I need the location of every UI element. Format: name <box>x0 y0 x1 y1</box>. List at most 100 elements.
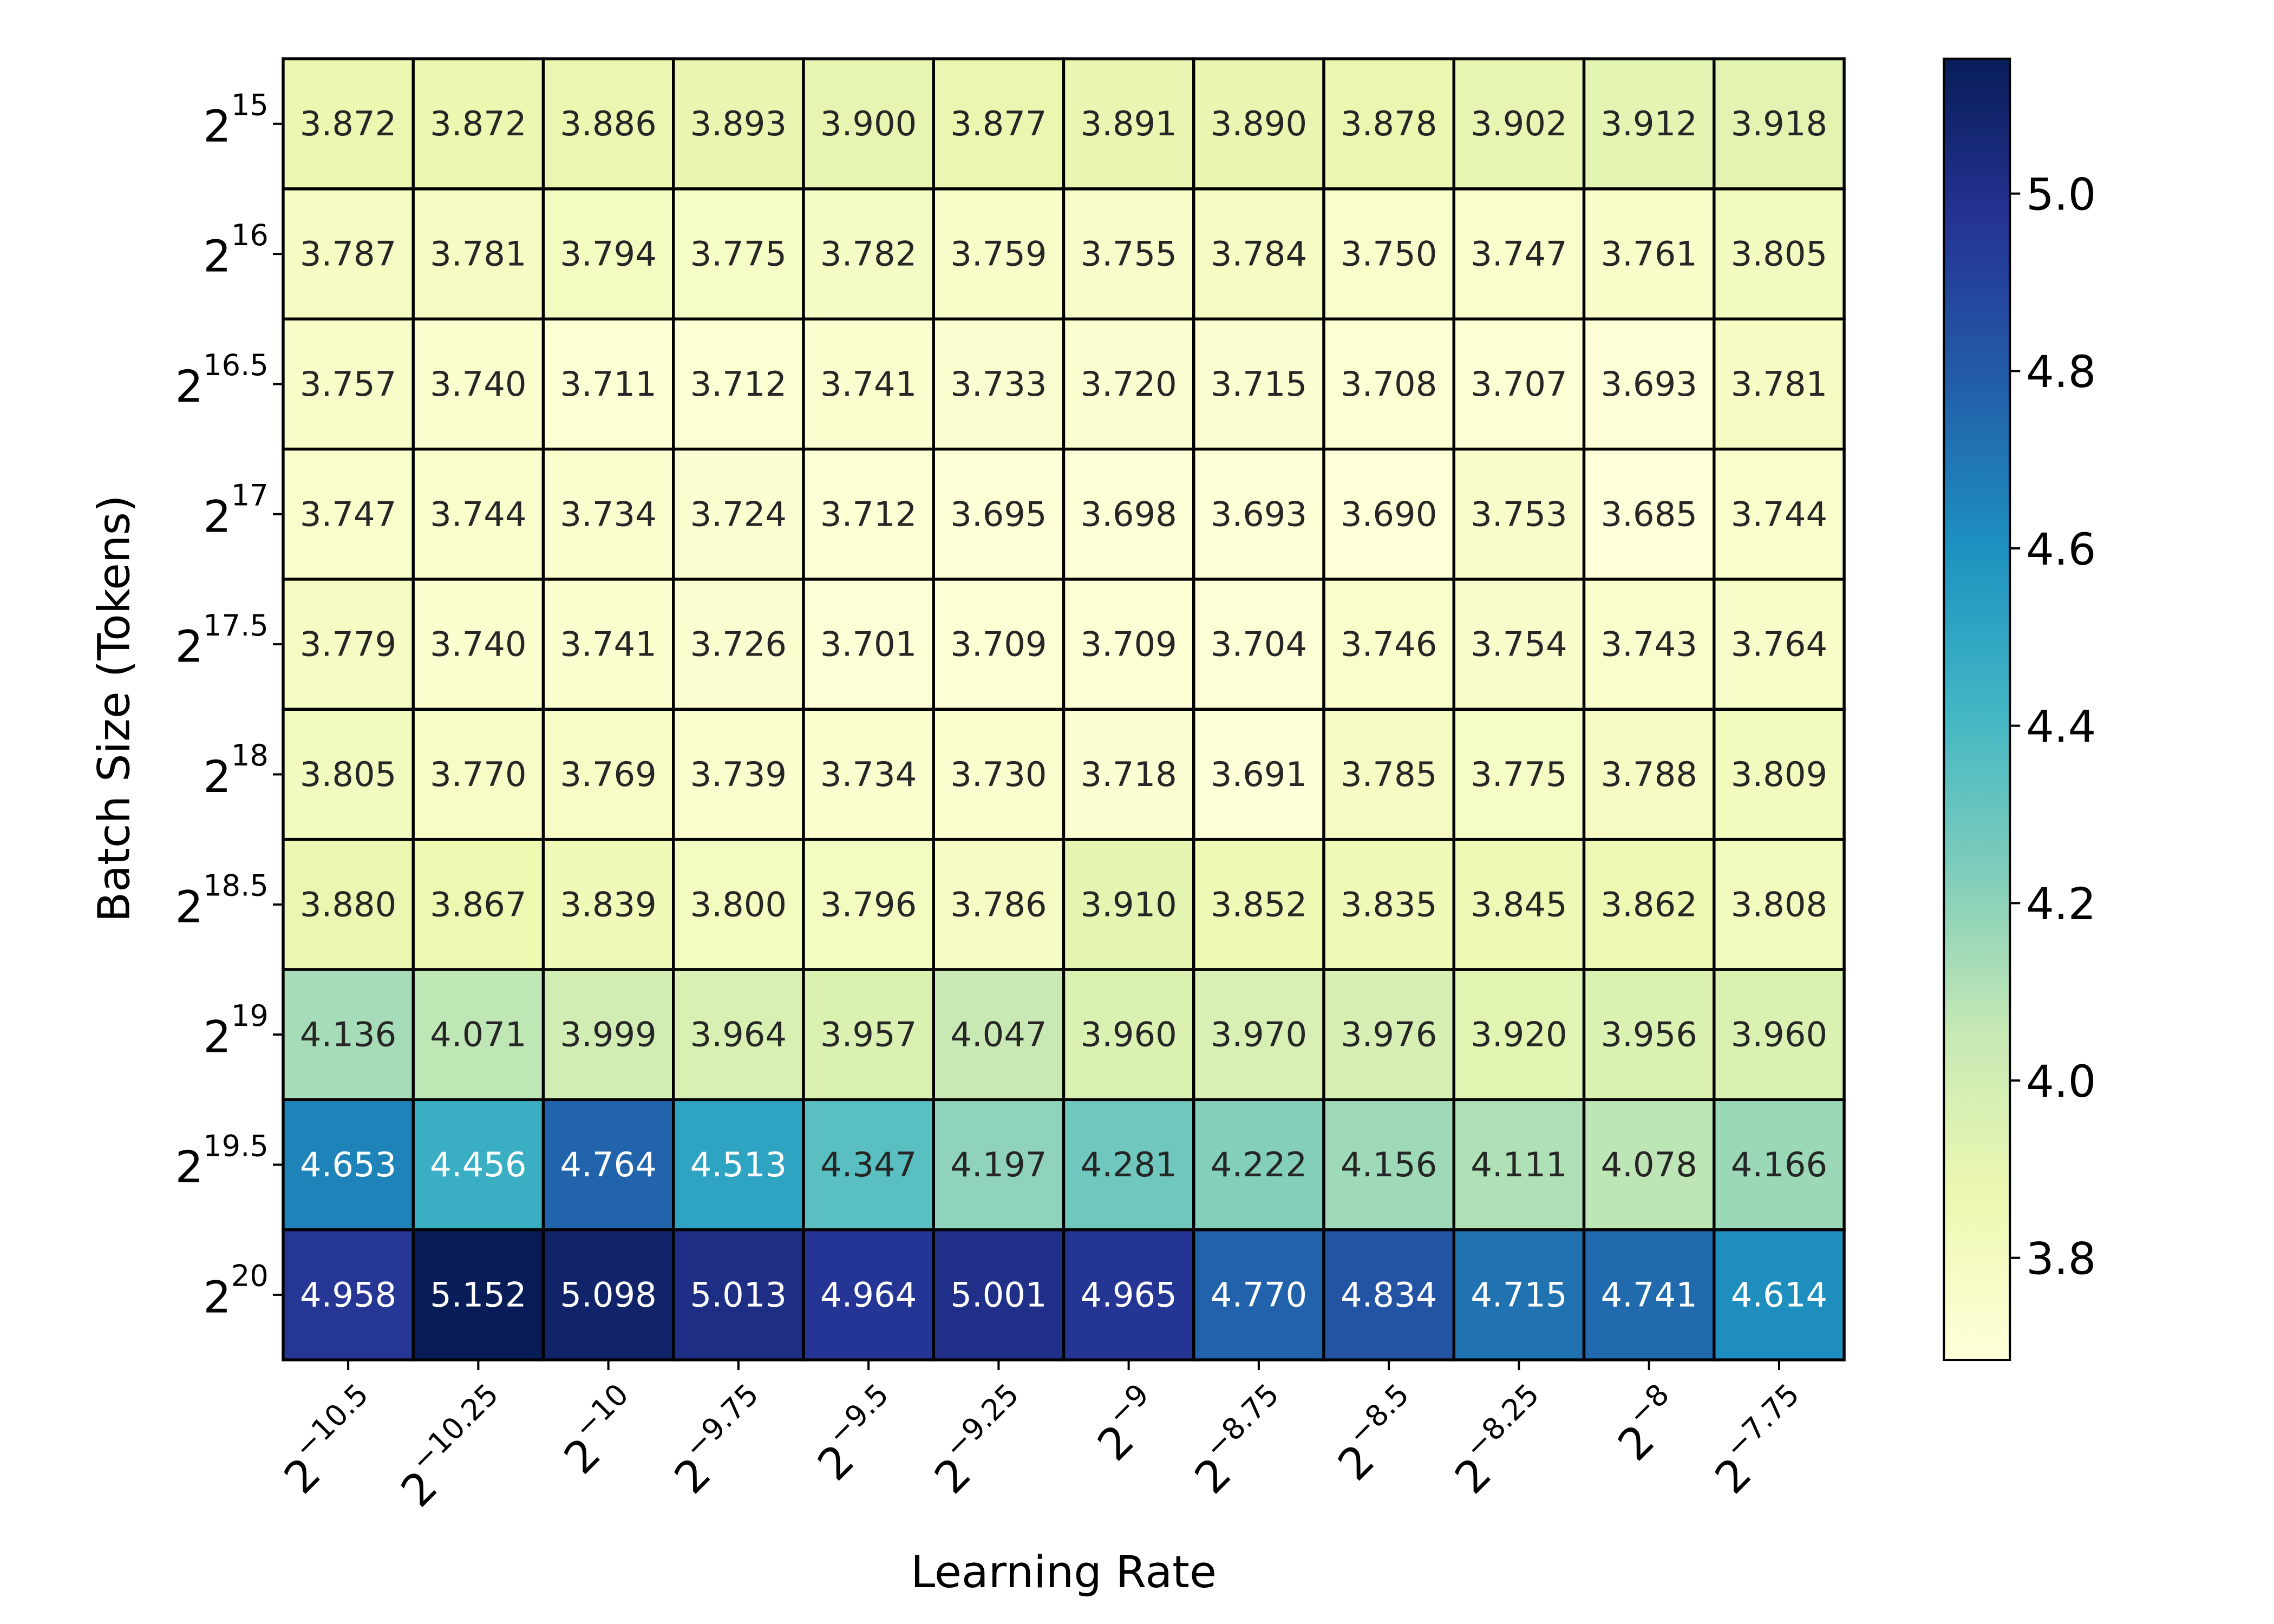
heatmap-cell <box>1062 708 1195 841</box>
cell-value-label: 3.734 <box>820 755 917 794</box>
cell-value-label: 3.761 <box>1600 234 1697 274</box>
x-axis-ticks: 2−10.52−10.25 2−102−9.75 2−9.52−9.25 2−92−8… <box>275 1360 1825 1517</box>
heatmap-cell <box>1322 837 1455 971</box>
heatmap-cell <box>1713 187 1846 320</box>
heatmap-cell <box>932 578 1066 711</box>
x-tick-label: 2−9.5 <box>801 1377 914 1491</box>
heatmap-cell <box>1452 708 1586 841</box>
cell-value-label: 3.893 <box>690 104 787 143</box>
heatmap-cell <box>411 1228 545 1361</box>
cell-value-label: 3.900 <box>820 104 917 143</box>
cell-value-label: 3.852 <box>1211 885 1307 924</box>
heatmap-cell <box>1582 1098 1716 1232</box>
cell-value-label: 3.839 <box>560 885 656 924</box>
heatmap-cell <box>932 57 1066 191</box>
cell-value-label: 3.785 <box>1341 755 1437 794</box>
cell-value-label: 3.754 <box>1471 625 1567 664</box>
cell-value-label: 3.877 <box>950 104 1047 143</box>
x-tick-label: 2−7.75 <box>1698 1377 1825 1504</box>
heatmap-cell <box>1582 1228 1716 1361</box>
cell-value-label: 4.111 <box>1471 1145 1567 1184</box>
heatmap-cell <box>1062 317 1195 451</box>
heatmap-cell <box>1192 187 1325 320</box>
y-tick-label: 219.5 <box>175 1129 268 1193</box>
heatmap-cell <box>672 1098 805 1232</box>
heatmap-cell <box>411 57 545 191</box>
cell-value-label: 3.707 <box>1471 364 1567 404</box>
heatmap-cell <box>1062 447 1195 581</box>
heatmap-cell <box>672 968 805 1102</box>
cell-value-label: 3.724 <box>690 494 787 534</box>
cell-value-label: 3.740 <box>430 625 526 664</box>
cell-value-label: 3.902 <box>1471 104 1567 143</box>
cell-value-label: 3.782 <box>820 234 917 274</box>
cell-value-label: 3.690 <box>1341 494 1437 534</box>
cell-value-label: 4.047 <box>950 1015 1047 1055</box>
cell-value-label: 4.456 <box>430 1145 526 1184</box>
colorbar-gradient <box>1943 57 2011 1361</box>
heatmap-cell <box>1452 447 1586 581</box>
cell-value-label: 3.698 <box>1080 494 1177 534</box>
x-tick-label: 2−8.25 <box>1438 1377 1565 1504</box>
cell-value-label: 4.834 <box>1341 1275 1437 1314</box>
cell-value-label: 4.281 <box>1080 1145 1177 1184</box>
cell-value-label: 3.769 <box>560 755 656 794</box>
y-axis-label: Batch Size (Tokens) <box>89 495 140 922</box>
heatmap-cell <box>282 708 415 841</box>
x-tick-label: 2−8.75 <box>1178 1377 1305 1504</box>
cell-value-label: 3.809 <box>1731 755 1827 794</box>
cell-value-label: 3.741 <box>560 625 656 664</box>
x-tick-label: 2−9.25 <box>918 1377 1044 1504</box>
heatmap-cell <box>672 837 805 971</box>
cell-value-label: 3.794 <box>560 234 656 274</box>
cell-value-label: 3.775 <box>690 234 787 274</box>
heatmap-cell <box>282 447 415 581</box>
cell-value-label: 3.685 <box>1600 494 1697 534</box>
cell-value-label: 4.071 <box>430 1015 526 1055</box>
cell-value-label: 3.747 <box>300 494 396 534</box>
cell-value-label: 3.741 <box>820 364 917 404</box>
cell-value-label: 3.715 <box>1211 364 1307 404</box>
cell-value-label: 3.999 <box>560 1015 656 1055</box>
heatmap-cell <box>1062 1228 1195 1361</box>
cell-value-label: 3.693 <box>1600 364 1697 404</box>
cell-value-label: 3.743 <box>1600 625 1697 664</box>
cell-value-label: 4.741 <box>1600 1275 1697 1314</box>
heatmap-cell <box>541 1098 675 1232</box>
y-tick-label: 218.5 <box>175 869 268 933</box>
heatmap-cell <box>802 187 935 320</box>
heatmap-cell <box>932 708 1066 841</box>
heatmap-cell <box>1062 578 1195 711</box>
heatmap-cell <box>1452 1228 1586 1361</box>
cell-value-label: 3.912 <box>1600 104 1697 143</box>
cell-value-label: 5.001 <box>950 1275 1047 1314</box>
cell-value-label: 3.691 <box>1211 755 1307 794</box>
cell-value-label: 4.513 <box>690 1145 787 1184</box>
cell-value-label: 3.784 <box>1211 234 1307 274</box>
cell-value-label: 3.775 <box>1471 755 1567 794</box>
heatmap-cell <box>1452 187 1586 320</box>
cell-value-label: 3.867 <box>430 885 526 924</box>
cell-value-label: 3.872 <box>430 104 526 143</box>
heatmap-cell <box>1713 708 1846 841</box>
cell-value-label: 3.786 <box>950 885 1047 924</box>
heatmap-cell <box>411 1098 545 1232</box>
colorbar-tick-label: 4.8 <box>2026 347 2096 398</box>
heatmap-cell <box>1452 57 1586 191</box>
heatmap-cell <box>802 837 935 971</box>
cell-value-label: 3.872 <box>300 104 396 143</box>
cell-value-label: 3.779 <box>300 625 396 664</box>
heatmap-cell <box>1713 1228 1846 1361</box>
cell-value-label: 4.653 <box>300 1145 396 1184</box>
cell-value-label: 5.152 <box>430 1275 526 1314</box>
colorbar-tick-label: 5.0 <box>2026 169 2096 220</box>
cell-value-label: 3.704 <box>1211 625 1307 664</box>
heatmap-cell <box>672 317 805 451</box>
heatmap-cell <box>672 1228 805 1361</box>
cell-value-label: 3.960 <box>1731 1015 1827 1055</box>
heatmap-cell <box>1713 317 1846 451</box>
heatmap-cell <box>1192 1098 1325 1232</box>
cell-value-label: 3.796 <box>820 885 917 924</box>
heatmap-cell <box>541 317 675 451</box>
heatmap-cell <box>672 187 805 320</box>
